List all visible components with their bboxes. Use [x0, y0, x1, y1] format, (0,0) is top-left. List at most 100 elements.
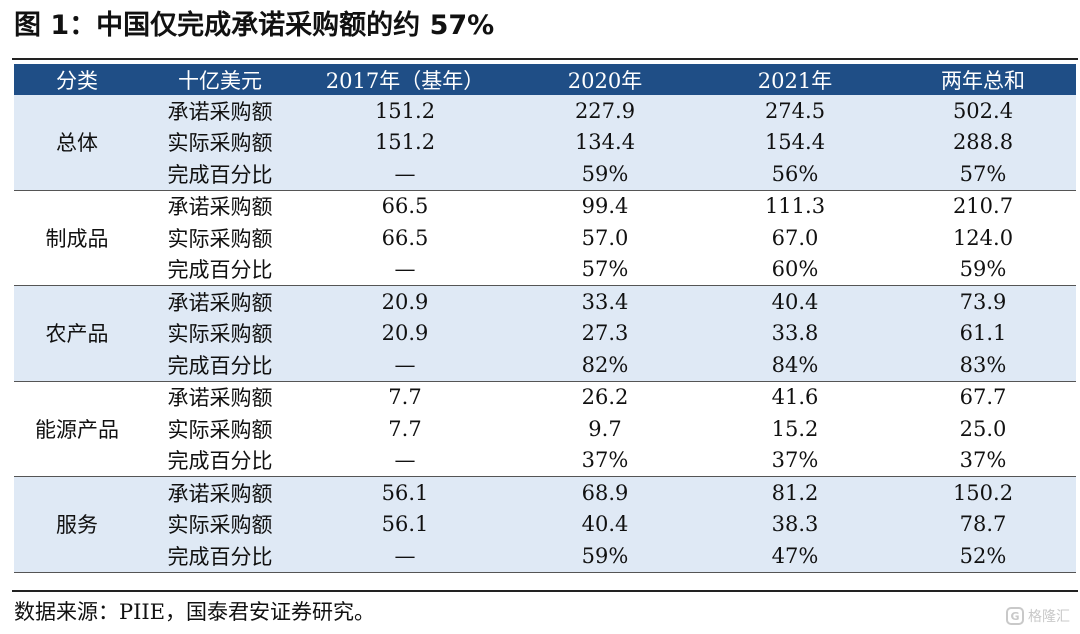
metric-cell: 完成百分比 — [140, 349, 300, 381]
base-year-cell: — — [300, 444, 510, 477]
base-year-cell: — — [300, 253, 510, 286]
value-2021-cell: 154.4 — [700, 126, 890, 158]
value-2020-cell: 57% — [510, 253, 700, 286]
base-year-cell: 20.9 — [300, 317, 510, 349]
value-2021-cell: 84% — [700, 349, 890, 381]
header-2017: 2017年（基年） — [300, 64, 510, 95]
metric-cell: 实际采购额 — [140, 317, 300, 349]
value-2020-cell: 99.4 — [510, 190, 700, 222]
table-row: 完成百分比 —82% 84% 83% — [14, 349, 1076, 381]
value-2021-cell: 33.8 — [700, 317, 890, 349]
base-year-cell: 66.5 — [300, 222, 510, 254]
two-year-total-cell: 210.7 — [890, 190, 1076, 222]
value-2020-cell: 59% — [510, 540, 700, 572]
header-unit: 十亿美元 — [140, 64, 300, 95]
metric-cell: 承诺采购额 — [140, 381, 300, 413]
value-2020-cell: 26.2 — [510, 381, 700, 413]
category-cell: 能源产品 — [14, 381, 140, 477]
base-year-cell: 20.9 — [300, 285, 510, 318]
table-group: 总体 承诺采购额 151.2 227.9 274.5 502.4 实际采购额 151.2 134… — [14, 95, 1076, 190]
table-row: 实际采购额 66.5 57.0 67.0 124.0 — [14, 222, 1076, 254]
two-year-total-cell: 37% — [890, 444, 1076, 477]
value-2020-cell: 57.0 — [510, 222, 700, 254]
metric-cell: 实际采购额 — [140, 126, 300, 158]
value-2020-cell: 82% — [510, 349, 700, 381]
bottom-rule — [12, 590, 1078, 592]
value-2020-cell: 37% — [510, 444, 700, 477]
value-2021-cell: 40.4 — [700, 285, 890, 318]
base-year-cell: — — [300, 540, 510, 572]
value-2021-cell: 56% — [700, 158, 890, 190]
two-year-total-cell: 124.0 — [890, 222, 1076, 254]
table-group: 服务 承诺采购额 56.1 68.9 81.2 150.2 实际采购额 56.1 40.4 38.… — [14, 476, 1076, 572]
table-row: 能源产品 承诺采购额 7.7 26.2 41.6 67.7 — [14, 381, 1076, 477]
watermark-text: 格隆汇 — [1028, 609, 1070, 625]
figure-title: 图 1：中国仅完成承诺采购额的约 57% — [14, 10, 495, 41]
two-year-total-cell: 61.1 — [890, 317, 1076, 349]
header-category: 分类 — [14, 64, 140, 95]
base-year-cell: 56.1 — [300, 476, 510, 509]
two-year-total-cell: 288.8 — [890, 126, 1076, 158]
value-2020-cell: 68.9 — [510, 476, 700, 509]
value-2020-cell: 9.7 — [510, 413, 700, 445]
metric-cell: 承诺采购额 — [140, 95, 300, 127]
category-cell: 农产品 — [14, 285, 140, 381]
metric-cell: 实际采购额 — [140, 508, 300, 540]
value-2021-cell: 41.6 — [700, 381, 890, 413]
header-total: 两年总和 — [890, 64, 1076, 95]
procurement-table: 分类 十亿美元 2017年（基年） 2020年 2021年 两年总和 总体 承诺采… — [14, 64, 1076, 573]
two-year-total-cell: 83% — [890, 349, 1076, 381]
watermark-logo-icon: G — [1006, 607, 1024, 625]
table-row: 完成百分比 —57% 60% 59% — [14, 253, 1076, 286]
two-year-total-cell: 78.7 — [890, 508, 1076, 540]
table-row: 制成品 承诺采购额 66.5 99.4 111.3 210.7 — [14, 190, 1076, 286]
base-year-cell: — — [300, 158, 510, 190]
metric-cell: 承诺采购额 — [140, 190, 300, 222]
value-2021-cell: 37% — [700, 444, 890, 477]
table-row: 实际采购额 56.1 40.4 38.3 78.7 — [14, 508, 1076, 540]
two-year-total-cell: 73.9 — [890, 285, 1076, 318]
table-row: 完成百分比 —37% 37% 37% — [14, 444, 1076, 477]
base-year-cell: 66.5 — [300, 190, 510, 222]
value-2020-cell: 33.4 — [510, 285, 700, 318]
value-2021-cell: 15.2 — [700, 413, 890, 445]
table-group: 制成品 承诺采购额 66.5 99.4 111.3 210.7 实际采购额 66.5 57.0 6… — [14, 190, 1076, 286]
two-year-total-cell: 67.7 — [890, 381, 1076, 413]
table-row: 农产品 承诺采购额 20.9 33.4 40.4 73.9 — [14, 285, 1076, 381]
value-2020-cell: 134.4 — [510, 126, 700, 158]
value-2021-cell: 111.3 — [700, 190, 890, 222]
value-2021-cell: 81.2 — [700, 476, 890, 509]
base-year-cell: 7.7 — [300, 381, 510, 413]
table-header: 分类 十亿美元 2017年（基年） 2020年 2021年 两年总和 — [14, 64, 1076, 95]
base-year-cell: 7.7 — [300, 413, 510, 445]
two-year-total-cell: 150.2 — [890, 476, 1076, 509]
category-cell: 制成品 — [14, 190, 140, 286]
table-row: 实际采购额 7.7 9.7 15.2 25.0 — [14, 413, 1076, 445]
category-cell: 总体 — [14, 95, 140, 190]
category-cell: 服务 — [14, 476, 140, 572]
table-group: 能源产品 承诺采购额 7.7 26.2 41.6 67.7 实际采购额 7.7 9.7 15.2 2… — [14, 381, 1076, 477]
metric-cell: 完成百分比 — [140, 253, 300, 286]
table-row: 完成百分比 —59% 47% 52% — [14, 540, 1076, 572]
metric-cell: 承诺采购额 — [140, 285, 300, 318]
value-2020-cell: 59% — [510, 158, 700, 190]
base-year-cell: — — [300, 349, 510, 381]
value-2020-cell: 27.3 — [510, 317, 700, 349]
value-2021-cell: 67.0 — [700, 222, 890, 254]
table-group: 农产品 承诺采购额 20.9 33.4 40.4 73.9 实际采购额 20.9 27.3 33.… — [14, 285, 1076, 381]
header-2021: 2021年 — [700, 64, 890, 95]
metric-cell: 实际采购额 — [140, 222, 300, 254]
source-note: 数据来源：PIIE，国泰君安证券研究。 — [14, 600, 376, 624]
watermark: G 格隆汇 — [1006, 604, 1070, 628]
table-row: 完成百分比 —59% 56% 57% — [14, 158, 1076, 190]
header-row: 分类 十亿美元 2017年（基年） 2020年 2021年 两年总和 — [14, 64, 1076, 95]
two-year-total-cell: 25.0 — [890, 413, 1076, 445]
value-2020-cell: 227.9 — [510, 95, 700, 127]
two-year-total-cell: 52% — [890, 540, 1076, 572]
metric-cell: 完成百分比 — [140, 444, 300, 477]
table-row: 服务 承诺采购额 56.1 68.9 81.2 150.2 — [14, 476, 1076, 572]
value-2020-cell: 40.4 — [510, 508, 700, 540]
table-row: 总体 承诺采购额 151.2 227.9 274.5 502.4 — [14, 95, 1076, 190]
metric-cell: 承诺采购额 — [140, 476, 300, 509]
metric-cell: 完成百分比 — [140, 158, 300, 190]
